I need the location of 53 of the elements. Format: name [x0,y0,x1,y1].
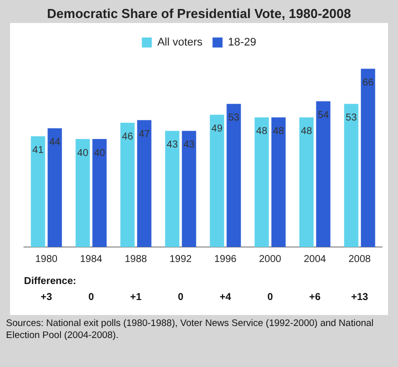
bar [254,117,269,247]
data-label: 46 [122,132,134,143]
data-label: 41 [32,145,44,156]
bar [182,130,196,247]
bar [48,128,62,247]
bar [210,114,224,247]
data-label: 49 [211,123,223,134]
legend-label: All voters [157,36,204,49]
bar [30,136,46,247]
text: +4 [220,292,232,303]
text: +6 [309,292,322,303]
text: +13 [351,292,369,303]
data-label: 43 [166,140,178,151]
bar [137,120,152,247]
source-note: Sources: National exit polls (1980-1988), Voter News Service (1992-2000) and National Election Pool (2004-2008). [5,317,375,343]
bar [76,139,90,247]
x-tick-label: 1984 [80,254,103,265]
bar [344,104,358,247]
data-label: 53 [228,112,240,124]
text: 0 [88,292,94,303]
chart-title: Democratic Share of Presidential Vote, 1980-2008 [46,5,352,23]
data-label: 40 [94,148,106,159]
x-tick-label: 1980 [35,254,58,265]
text: +3 [40,292,53,303]
data-label: 48 [272,126,285,138]
x-tick-label: 2004 [304,254,326,265]
bar [165,130,180,247]
text: 0 [178,292,184,303]
bar [271,117,286,247]
bar [120,122,135,247]
x-tick-label: 1992 [170,254,192,265]
bar [92,139,107,247]
x-tick-label: 2008 [348,254,372,265]
x-tick-label: 2000 [259,254,282,265]
data-label: 43 [183,140,196,151]
text: +1 [130,292,142,303]
data-label: 66 [362,78,374,89]
legend-label: 18-29 [228,36,256,49]
x-tick-label: 1996 [214,254,237,265]
bar [360,68,376,247]
data-label: 54 [318,110,330,121]
data-label: 53 [346,112,358,124]
data-label: 47 [138,128,150,140]
bar [316,101,330,247]
bar [299,117,314,247]
data-label: 40 [77,148,89,159]
text: 0 [267,292,274,303]
x-tick-label: 1988 [124,254,148,265]
bar [226,104,241,247]
text: Difference: [24,276,76,287]
data-label: 44 [49,136,61,148]
data-label: 48 [256,126,268,138]
data-label: 48 [300,126,312,138]
